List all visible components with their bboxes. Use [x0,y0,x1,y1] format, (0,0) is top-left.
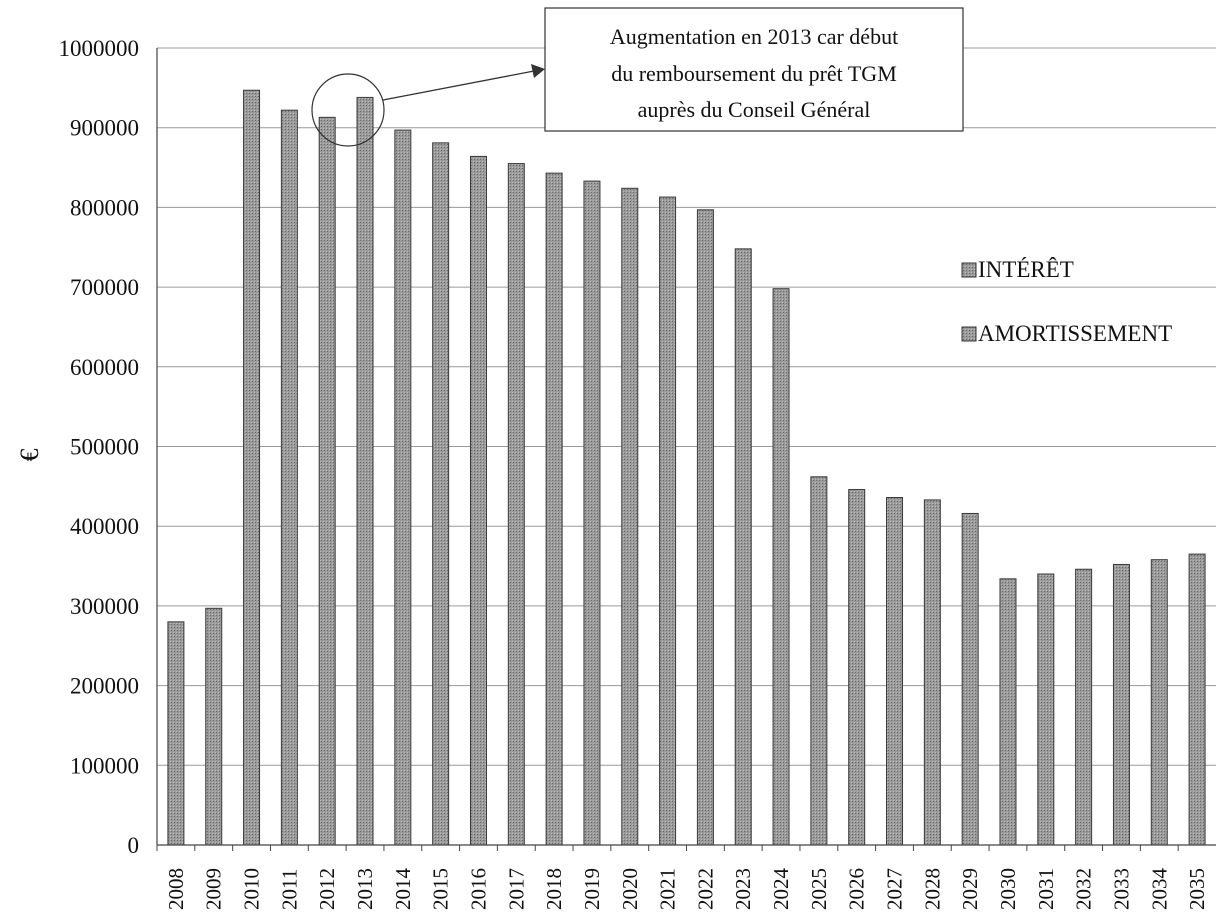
x-tick-label: 2019 [580,868,604,910]
x-tick-label: 2013 [353,868,377,910]
bar-2030 [999,578,1017,846]
bars [167,89,1206,846]
bar-2031 [1037,573,1055,846]
y-tick-label: 800000 [70,195,139,220]
bar-2014 [394,129,412,846]
bar-2034 [1150,559,1168,846]
x-tick-label: 2028 [920,868,944,910]
bar-2025 [810,476,828,846]
legend: INTÉRÊT AMORTISSEMENT [961,257,1172,346]
y-tick-label: 900000 [70,116,139,141]
bar-2011 [280,109,298,846]
x-tick-label: 2010 [240,868,264,910]
bar-2015 [432,142,450,846]
bar-2033 [1112,563,1130,846]
bar-2009 [205,607,223,846]
bar-2035 [1188,553,1206,846]
bar-2028 [923,499,941,846]
bar-2032 [1075,568,1093,846]
annotation-line-1: Augmentation en 2013 car début [610,24,898,49]
annotation-line-3: auprès du Conseil Général [638,97,871,122]
legend-swatch-amortissement [961,326,977,342]
x-tick-label: 2023 [731,868,755,910]
x-tick-label: 2034 [1147,868,1171,911]
x-tick-label: 2021 [656,868,680,910]
bar-2020 [621,187,639,846]
x-tick-label: 2033 [1109,868,1133,910]
x-tick-label: 2014 [391,868,415,911]
legend-label-interet: INTÉRÊT [978,257,1074,282]
annotation-box [544,7,964,132]
annotation: Augmentation en 2013 car début du rembou… [311,7,964,147]
y-tick-label: 300000 [70,594,139,619]
x-tick-label: 2025 [807,868,831,910]
x-tick-label: 2035 [1185,868,1209,910]
x-tick-label: 2008 [164,868,188,910]
y-axis-label: € [15,449,44,462]
x-tick-label: 2024 [769,868,793,911]
x-tick-label: 2016 [466,868,490,910]
gridlines [157,47,1216,766]
y-tick-label: 400000 [70,514,139,539]
annotation-line-2: du remboursement du prêt TGM [611,61,897,86]
bar-2018 [545,172,563,846]
x-tick-label: 2012 [315,868,339,910]
bar-2021 [659,196,677,846]
x-tick-label: 2020 [618,868,642,910]
x-tick-label: 2026 [845,868,869,910]
bar-2017 [507,163,525,846]
x-tick-label: 2029 [958,868,982,910]
x-axis-ticks: 2008 2009 2010 2011 2012 2013 2014 2015 2016 2017… [156,845,1209,911]
x-tick-label: 2017 [504,868,528,910]
x-tick-label: 2030 [996,868,1020,910]
bar-2012 [318,116,336,846]
x-tick-label: 2032 [1072,868,1096,910]
annotation-arrow-line [382,70,535,101]
y-axis-ticks: 0 100000 200000 300000 400000 500000 600000 700… [59,36,140,858]
bar-2029 [961,512,979,846]
annotation-highlight-circle [311,73,385,147]
y-tick-label: 700000 [70,275,139,300]
bar-2016 [469,155,487,846]
y-tick-label: 1000000 [59,36,140,61]
bar-2010 [243,89,261,846]
bar-2026 [848,489,866,846]
bar-2023 [734,248,752,846]
y-tick-label: 500000 [70,435,139,460]
x-tick-label: 2009 [202,868,226,910]
x-tick-label: 2022 [693,868,717,910]
x-tick-label: 2018 [542,868,566,910]
bar-2022 [696,209,714,846]
y-tick-label: 100000 [70,753,139,778]
legend-swatch-interet [961,262,977,278]
x-tick-label: 2031 [1034,868,1058,910]
annotation-arrow-head [531,64,545,78]
x-tick-label: 2011 [277,869,301,910]
bar-2008 [167,621,185,846]
x-tick-label: 2015 [429,868,453,910]
bar-2024 [772,288,790,846]
y-tick-label: 0 [128,833,140,858]
bar-2027 [886,497,904,846]
bar-2013 [356,96,374,846]
x-tick-label: 2027 [883,868,907,910]
y-tick-label: 600000 [70,355,139,380]
bar-2019 [583,180,601,846]
legend-label-amortissement: AMORTISSEMENT [978,321,1172,346]
y-tick-label: 200000 [70,674,139,699]
